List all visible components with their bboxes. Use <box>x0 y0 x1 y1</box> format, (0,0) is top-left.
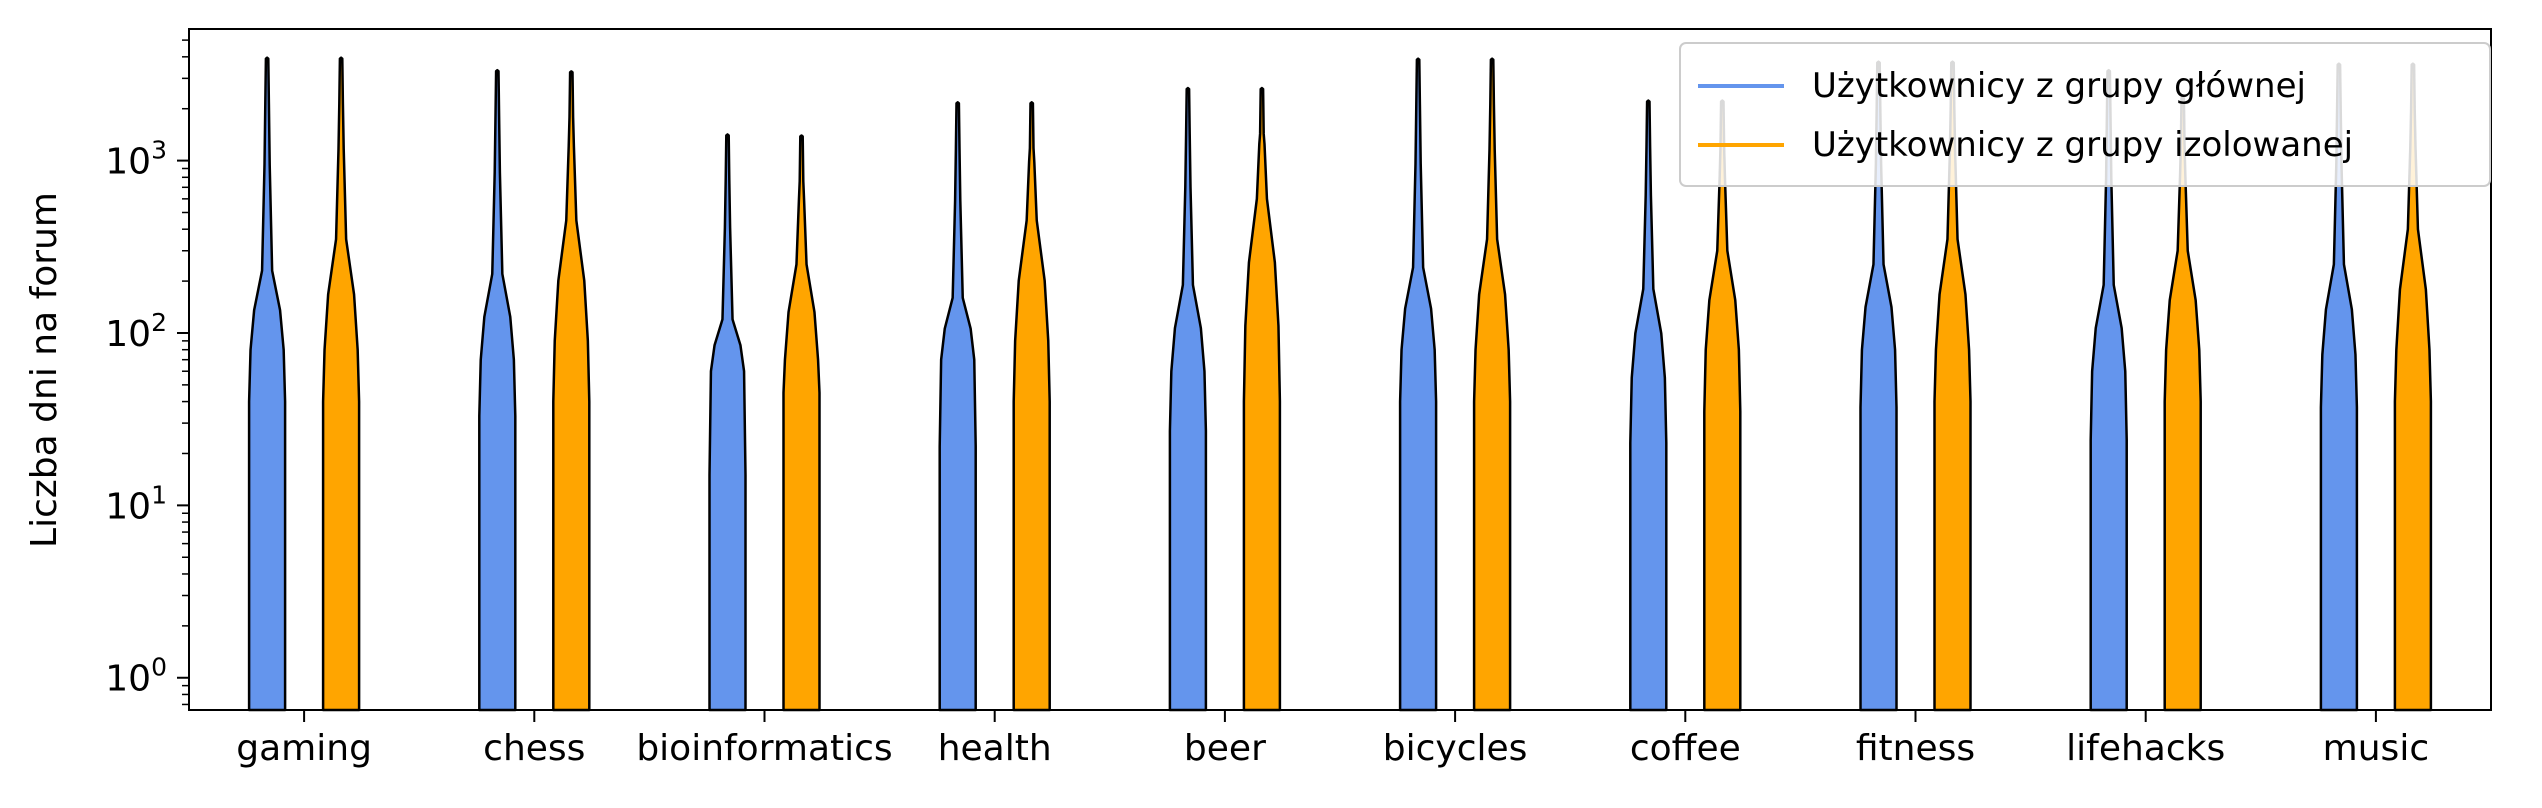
x-tick-label: lifehacks <box>2066 728 2225 769</box>
y-axis-label: Liczba dni na forum <box>24 192 65 548</box>
legend-box <box>1679 42 2491 187</box>
legend-label-isolated: Użytkownicy z grupy izolowanej <box>1812 125 2353 165</box>
x-tick-label: music <box>2323 728 2429 769</box>
x-tick-label: fitness <box>1856 728 1975 769</box>
y-axis: 100 101 102 103 <box>105 39 189 706</box>
y-tick-label: 103 <box>105 136 167 183</box>
legend-label-main: Użytkownicy z grupy głównej <box>1812 66 2306 106</box>
y-tick-label: 102 <box>105 308 167 355</box>
x-tick-label: beer <box>1184 728 1266 769</box>
x-tick-label: chess <box>483 728 585 769</box>
x-tick-label: health <box>938 728 1052 769</box>
x-tick-label: bioinformatics <box>636 728 892 769</box>
x-axis: gaming chess bioinformatics health beer bicyc… <box>236 710 2429 769</box>
x-tick-label: bicycles <box>1383 728 1528 769</box>
x-tick-label: coffee <box>1630 728 1741 769</box>
plot-frame <box>188 28 2492 711</box>
y-tick-label: 101 <box>105 480 167 527</box>
legend: Użytkownicy z grupy głównej Użytkownicy … <box>1679 42 2491 187</box>
y-tick-label: 100 <box>105 653 167 700</box>
x-tick-label: gaming <box>236 728 372 769</box>
